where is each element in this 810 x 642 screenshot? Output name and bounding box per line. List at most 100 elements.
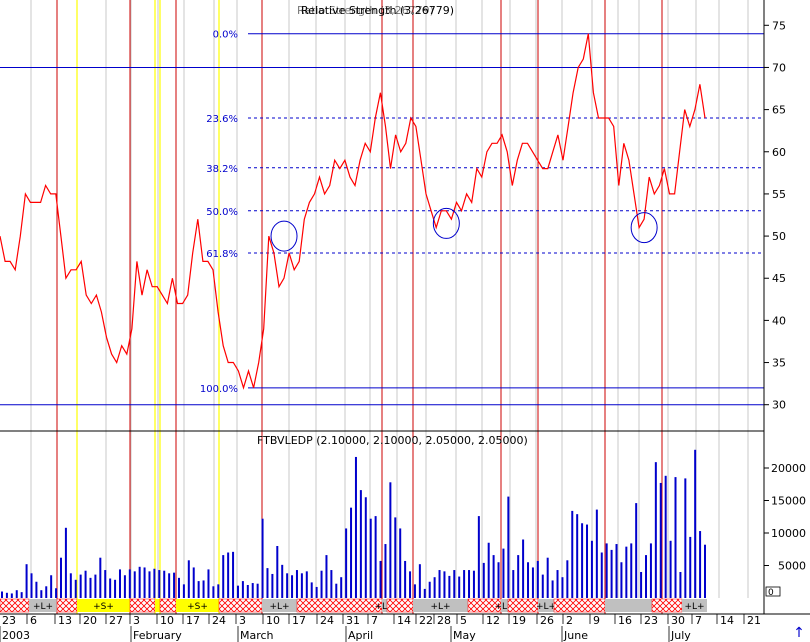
day-label: 9 <box>593 614 600 627</box>
volume-bar <box>517 555 520 598</box>
volume-bar <box>404 560 407 598</box>
day-label: 31 <box>346 614 360 627</box>
volume-bar <box>64 527 67 598</box>
volume-bar <box>133 571 136 598</box>
y-tick-label: 70 <box>772 61 786 74</box>
volume-bar <box>222 555 225 598</box>
axes: 30 35 40 45 50 55 60 65 70 75 5000 10000 15000 20000 0 <box>0 0 810 615</box>
volume-bar <box>576 514 579 598</box>
volume-bar <box>94 574 97 598</box>
volume-bar <box>315 586 318 598</box>
signal-band-hatch <box>218 598 263 613</box>
volume-bar <box>84 570 87 598</box>
volume-bar <box>104 570 107 598</box>
volume-bar <box>359 490 362 598</box>
day-label: 6 <box>30 614 37 627</box>
volume-bar <box>99 557 102 598</box>
volume-bar <box>369 518 372 598</box>
volume-axis-box <box>765 586 781 597</box>
volume-bar <box>531 567 534 598</box>
month-label: 2003 <box>2 629 30 642</box>
volume-bar <box>640 572 643 598</box>
signal-band-yellow <box>176 599 219 612</box>
signal-band-gray <box>682 599 707 612</box>
month-label: February <box>133 629 182 642</box>
day-label: 17 <box>292 614 306 627</box>
highlight-circle <box>432 207 460 239</box>
volume-bar <box>350 507 353 598</box>
volume-bar <box>522 539 525 598</box>
signal-band-label: +L+ <box>684 602 704 612</box>
signal-band-label: +L+ <box>430 602 450 612</box>
day-label: 7 <box>695 614 702 627</box>
day-label: 22 <box>419 614 433 627</box>
day-label: 24 <box>320 614 334 627</box>
volume-bar <box>674 477 677 598</box>
volume-bar <box>212 586 215 598</box>
volume-bar <box>492 555 495 598</box>
volume-bar <box>232 551 235 598</box>
volume-bar <box>512 570 515 598</box>
signal-band-label: +S+ <box>187 602 208 612</box>
volume-bar <box>286 573 289 598</box>
relative-strength-line <box>0 33 706 390</box>
volume-bars <box>1 449 706 598</box>
volume-bar <box>40 590 43 598</box>
volume-bar <box>630 543 633 598</box>
volume-bar <box>689 536 692 598</box>
signal-band-label: +L+ <box>536 602 556 612</box>
fib-level-label: 100.0% <box>200 384 238 395</box>
day-label: 10 <box>266 614 280 627</box>
day-label: 26 <box>540 614 554 627</box>
day-label: 14 <box>397 614 411 627</box>
day-label: 23 <box>644 614 658 627</box>
day-label: 13 <box>58 614 72 627</box>
y-tick-label: 35 <box>772 357 786 370</box>
day-label: 28 <box>437 614 451 627</box>
volume-bar <box>197 581 200 598</box>
volume-bar <box>423 588 426 598</box>
highlight-circle <box>630 212 658 244</box>
upper-panel-title: Relative Strength (3,26779) <box>301 4 454 17</box>
volume-bar <box>114 579 117 598</box>
volume-bar <box>546 557 549 598</box>
signal-band-label: +S+ <box>93 602 114 612</box>
volume-bar <box>59 557 62 598</box>
signal-band-gray <box>413 599 468 612</box>
volume-bar <box>615 544 618 598</box>
volume-bar <box>217 584 220 598</box>
volume-bar <box>241 581 244 598</box>
volume-bar <box>502 548 505 598</box>
signal-band-yellow <box>77 599 130 612</box>
volume-bar <box>123 575 126 598</box>
volume-y-tick-label: 5000 <box>778 560 806 573</box>
volume-bar <box>374 516 377 598</box>
month-label: March <box>240 629 274 642</box>
volume-bar <box>5 592 8 598</box>
day-label: 7 <box>371 614 378 627</box>
month-label: July <box>670 629 691 642</box>
volume-bar <box>645 555 648 598</box>
volume-bar <box>704 544 706 598</box>
volume-bar <box>586 524 589 598</box>
volume-bar <box>409 571 412 598</box>
volume-bar <box>590 540 593 598</box>
y-tick-label: 45 <box>772 272 786 285</box>
volume-bar <box>507 496 510 598</box>
upper-panel-title-overlap: Ratio Strength (3,26779) <box>297 4 434 17</box>
up-arrow-icon[interactable]: ↑ <box>793 625 805 641</box>
volume-bar <box>561 577 564 598</box>
volume-bar <box>340 577 343 598</box>
volume-bar <box>335 583 338 598</box>
volume-bar <box>202 580 205 598</box>
signal-band-hatch <box>129 598 156 613</box>
volume-bar <box>413 584 416 598</box>
volume-bar <box>281 564 284 598</box>
volume-bar <box>182 584 185 598</box>
day-label: 14 <box>720 614 734 627</box>
volume-bar <box>428 581 431 598</box>
volume-y-tick-label: 20000 <box>771 462 806 475</box>
signal-band-hatch <box>56 598 78 613</box>
volume-bar <box>625 546 628 598</box>
